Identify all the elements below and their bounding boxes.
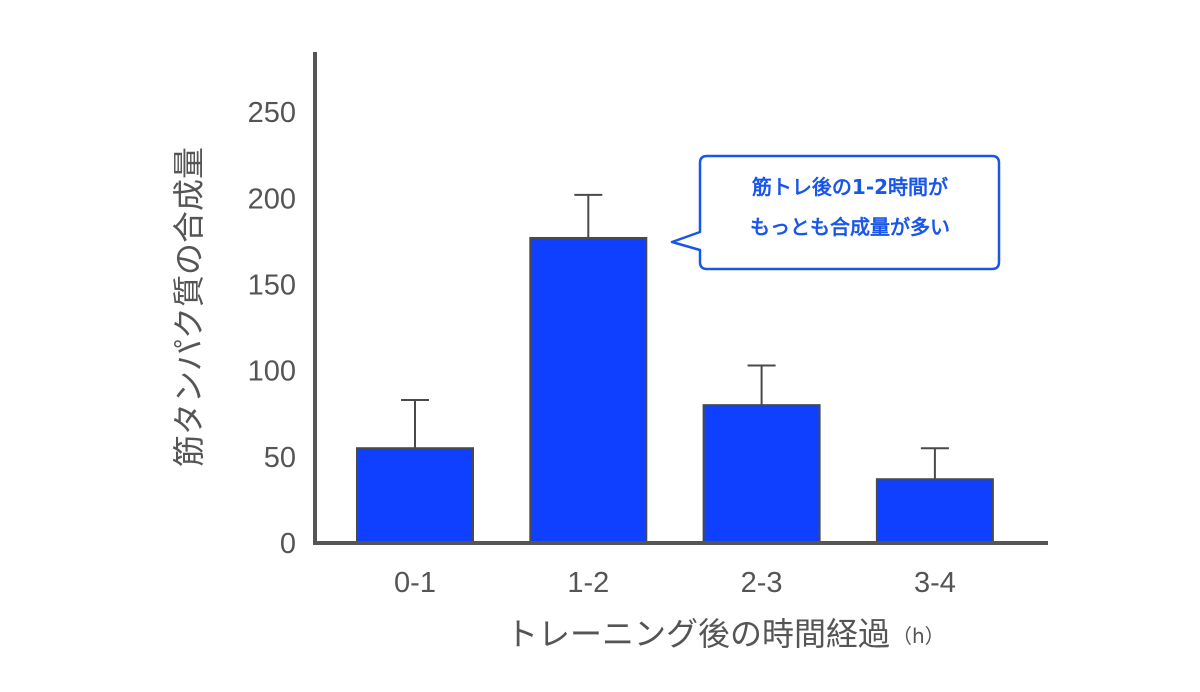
y-tick-label: 0 xyxy=(280,528,296,560)
y-tick-label: 50 xyxy=(264,442,296,474)
bar-3-4 xyxy=(875,478,994,545)
y-tick-label: 150 xyxy=(248,270,296,302)
x-axis-title: トレーニング後の時間経過 xyxy=(506,615,890,653)
x-tick-label: 0-1 xyxy=(394,567,436,599)
x-axis-unit: （h） xyxy=(892,624,945,648)
y-tick-label: 200 xyxy=(248,183,296,215)
y-tick-labels: 0 50 100 150 200 250 xyxy=(248,97,296,560)
callout-line-2: もっとも合成量が多い xyxy=(750,215,950,239)
bar-2-3 xyxy=(702,404,821,544)
callout-bubble xyxy=(670,154,1001,271)
x-tick-label: 2-3 xyxy=(741,567,783,599)
bar-0-1 xyxy=(356,447,474,545)
callout-line-1: 筋トレ後の1-2時間が xyxy=(752,175,948,199)
y-tick-label: 250 xyxy=(248,97,296,129)
error-bars-layer xyxy=(401,193,949,480)
y-axis-title: 筋タンパク質の合成量 xyxy=(170,147,208,467)
annotation-callout: 筋トレ後の1-2時間が もっとも合成量が多い xyxy=(670,154,1001,271)
x-tick-labels: 0-1 1-2 2-3 3-4 xyxy=(394,567,956,599)
y-tick-label: 100 xyxy=(248,356,296,388)
axes-layer xyxy=(313,52,1048,545)
x-tick-label: 3-4 xyxy=(914,567,956,599)
x-tick-label: 1-2 xyxy=(567,567,609,599)
bar-1-2 xyxy=(529,236,648,545)
bars-layer xyxy=(356,236,994,545)
